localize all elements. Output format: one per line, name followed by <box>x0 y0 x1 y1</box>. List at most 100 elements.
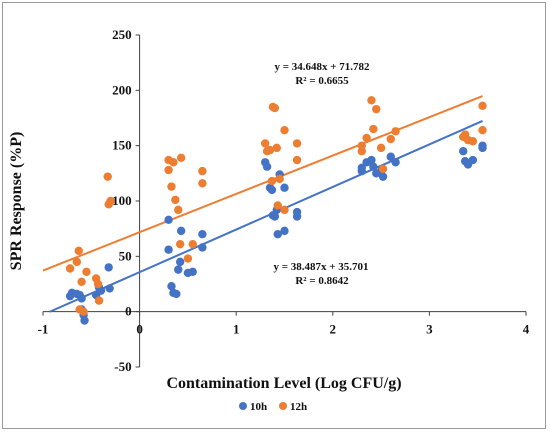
legend-marker-10h <box>239 402 247 410</box>
data-point-10h <box>267 185 277 195</box>
data-point-12h <box>280 125 289 135</box>
data-point-12h <box>93 279 103 289</box>
data-point-10h <box>369 162 378 171</box>
data-point-12h <box>82 267 91 277</box>
data-point-12h <box>65 264 75 273</box>
data-point-10h <box>104 263 113 272</box>
y-tick-label: 250 <box>112 27 132 42</box>
data-point-12h <box>171 195 180 205</box>
data-point-12h <box>77 277 86 286</box>
y-tick-label: -50 <box>114 359 131 374</box>
data-point-12h <box>198 166 207 176</box>
data-point-12h <box>79 307 88 316</box>
data-point-10h <box>292 207 302 217</box>
legend-label-12h: 12h <box>290 401 307 413</box>
data-point-12h <box>175 239 185 249</box>
data-point-10h <box>468 155 478 165</box>
data-point-12h <box>376 143 386 153</box>
data-point-12h <box>267 176 277 186</box>
data-point-12h <box>478 101 487 111</box>
data-point-10h <box>478 141 487 150</box>
data-point-12h <box>280 205 289 215</box>
x-axis-title: Contamination Level (Log CFU/g) <box>166 375 401 392</box>
x-tick-label: 2 <box>330 322 337 337</box>
data-point-12h <box>183 254 193 263</box>
r2-label-10h: R² = 0.8642 <box>295 275 349 287</box>
data-point-10h <box>96 286 106 295</box>
data-point-10h <box>367 155 376 165</box>
x-tick-label: 4 <box>523 322 530 337</box>
data-point-12h <box>164 165 173 175</box>
data-point-12h <box>468 137 478 146</box>
y-tick-label: 50 <box>119 248 132 263</box>
trendlines <box>42 95 483 313</box>
x-tick-label: -1 <box>38 322 49 337</box>
data-point-12h <box>106 196 115 206</box>
data-point-10h <box>172 289 181 299</box>
data-point-12h <box>270 103 280 113</box>
data-point-10h <box>164 215 173 225</box>
y-tick-label: 0 <box>125 304 132 319</box>
axes: -50 0 50 100 150 200 250 -1 0 1 2 3 4 <box>38 27 530 374</box>
r2-label-12h: R² = 0.6655 <box>295 75 349 87</box>
data-point-12h <box>372 104 381 114</box>
data-point-10h <box>386 152 395 161</box>
data-point-10h <box>378 172 388 181</box>
data-point-10h <box>77 294 86 303</box>
legend-label-10h: 10h <box>250 401 267 413</box>
data-point-10h <box>167 282 176 291</box>
data-point-10h <box>280 226 289 236</box>
y-tick-label: 200 <box>112 82 132 97</box>
x-tick-label: 1 <box>233 322 240 337</box>
data-point-12h <box>74 246 83 255</box>
legend: 10h 12h <box>239 401 307 413</box>
data-point-10h <box>459 147 468 156</box>
data-point-10h <box>164 245 173 254</box>
data-point-10h <box>270 212 280 221</box>
data-point-10h <box>198 243 207 252</box>
data-point-12h <box>265 145 275 155</box>
data-point-10h <box>175 257 185 267</box>
data-point-12h <box>391 127 400 136</box>
data-point-12h <box>292 139 302 148</box>
data-point-12h <box>478 125 487 135</box>
data-point-12h <box>174 205 183 215</box>
data-point-10h <box>198 230 207 239</box>
x-tick-label: 0 <box>136 322 143 337</box>
data-point-12h <box>275 174 284 184</box>
y-tick-label: 100 <box>112 193 132 208</box>
data-point-10h <box>391 158 400 167</box>
data-point-12h <box>273 201 282 210</box>
data-point-10h <box>80 316 89 325</box>
data-point-12h <box>357 141 366 150</box>
equation-label-12h: y = 34.648x + 71.782 <box>274 61 370 73</box>
data-point-12h <box>169 158 178 167</box>
equation-label-10h: y = 38.487x + 35.701 <box>273 261 368 273</box>
data-point-12h <box>272 143 281 153</box>
data-point-12h <box>176 153 186 163</box>
data-point-10h <box>262 162 272 171</box>
data-points <box>65 96 487 325</box>
data-point-10h <box>357 163 366 172</box>
data-point-10h <box>188 267 197 277</box>
x-tick-label: 3 <box>426 322 433 337</box>
data-point-12h <box>103 172 112 181</box>
data-point-12h <box>188 239 197 249</box>
data-point-12h <box>378 164 388 174</box>
data-point-12h <box>198 179 207 188</box>
trendline-12h <box>42 95 483 272</box>
data-point-12h <box>367 96 376 105</box>
data-point-12h <box>72 257 82 267</box>
y-axis-title: SPR Response (%P) <box>8 132 25 271</box>
data-point-12h <box>167 182 176 191</box>
data-point-10h <box>273 230 282 239</box>
data-point-10h <box>174 265 183 274</box>
data-point-12h <box>292 155 302 165</box>
legend-marker-12h <box>279 402 287 410</box>
data-point-10h <box>176 226 186 236</box>
data-point-10h <box>105 284 114 293</box>
data-point-12h <box>386 134 395 144</box>
data-point-10h <box>280 183 289 192</box>
trendline-10h <box>49 120 483 313</box>
